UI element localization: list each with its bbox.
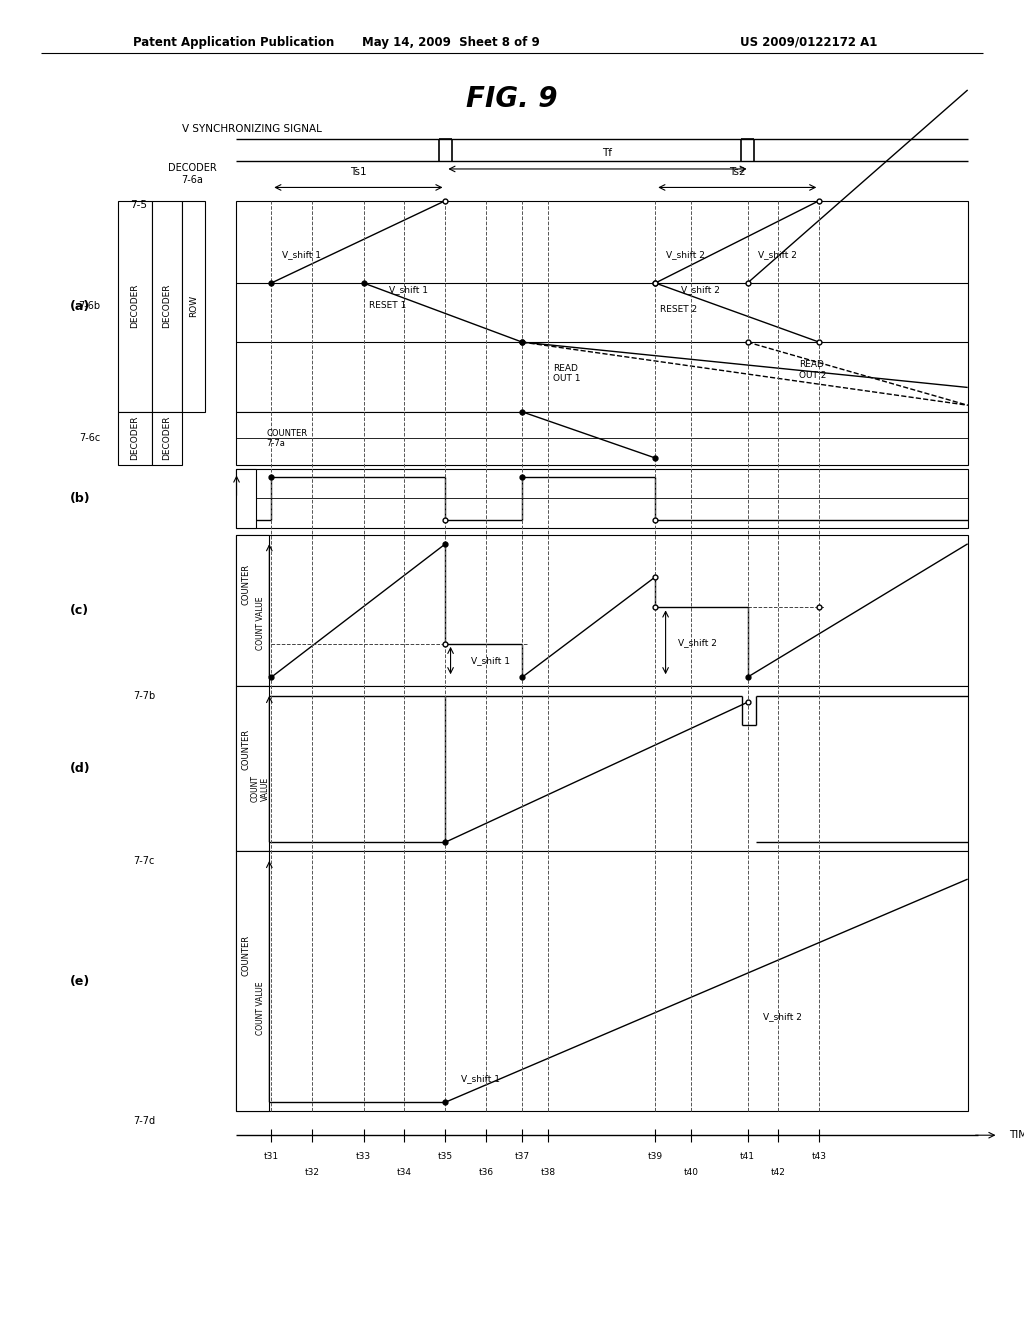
Text: t37: t37 [515,1152,529,1160]
Text: READ
OUT 1: READ OUT 1 [553,364,581,383]
Text: t42: t42 [771,1168,785,1176]
Text: 7-7b: 7-7b [133,690,156,701]
Text: ROW: ROW [189,296,198,317]
Text: DECODER: DECODER [163,284,171,329]
Text: May 14, 2009  Sheet 8 of 9: May 14, 2009 Sheet 8 of 9 [361,36,540,49]
Text: READ
OUT 2: READ OUT 2 [799,360,826,380]
Text: COUNTER: COUNTER [242,935,250,975]
Text: V_shift 2: V_shift 2 [763,1012,802,1020]
Bar [236,412,968,465]
Text: COUNT VALUE: COUNT VALUE [256,597,264,651]
Bar [236,851,269,1111]
Text: Ts1: Ts1 [350,166,367,177]
Text: RESET 1: RESET 1 [369,301,406,310]
Bar [236,469,256,528]
Bar [182,201,205,412]
Text: (e): (e) [70,975,90,987]
Text: COUNT
VALUE: COUNT VALUE [251,775,269,803]
Text: DECODER: DECODER [130,416,139,461]
Text: t33: t33 [356,1152,371,1160]
Text: V_shift 1: V_shift 1 [389,285,428,294]
Text: t38: t38 [541,1168,555,1176]
Text: V_shift 2: V_shift 2 [758,249,797,259]
Text: DECODER: DECODER [130,284,139,329]
Bar [236,686,968,851]
Text: t43: t43 [812,1152,826,1160]
Bar [236,535,968,686]
Text: (a): (a) [70,300,90,313]
Bar [236,535,269,686]
Text: t32: t32 [305,1168,319,1176]
Text: COUNTER: COUNTER [242,729,250,770]
Text: t41: t41 [740,1152,755,1160]
Text: 7-6c: 7-6c [79,433,100,444]
Text: 7-7d: 7-7d [133,1115,156,1126]
Text: t36: t36 [479,1168,494,1176]
Bar [236,469,968,528]
Text: t34: t34 [397,1168,412,1176]
Text: V_shift 2: V_shift 2 [666,249,705,259]
Text: V_shift 1: V_shift 1 [282,249,321,259]
Text: 7-6b: 7-6b [78,301,100,312]
Text: Ts2: Ts2 [729,166,745,177]
Text: t40: t40 [684,1168,698,1176]
Text: t35: t35 [438,1152,453,1160]
Bar [152,201,182,412]
Bar [118,412,152,465]
Text: DECODER: DECODER [163,416,171,461]
Text: Patent Application Publication: Patent Application Publication [133,36,335,49]
Text: (b): (b) [70,492,90,504]
Bar [236,686,269,851]
Text: TIME: TIME [1009,1130,1024,1140]
Text: V_shift 1: V_shift 1 [461,1074,500,1082]
Text: V_shift 1: V_shift 1 [471,656,510,665]
Text: US 2009/0122172 A1: US 2009/0122172 A1 [740,36,878,49]
Text: DECODER
7-6a: DECODER 7-6a [168,164,217,185]
Bar [236,201,968,412]
Bar [236,851,968,1111]
Text: COUNTER
7-7a: COUNTER 7-7a [266,429,307,447]
Text: V SYNCHRONIZING SIGNAL: V SYNCHRONIZING SIGNAL [182,124,323,135]
Text: V_shift 2: V_shift 2 [681,285,720,294]
Text: 7-5: 7-5 [130,199,146,210]
Text: t39: t39 [648,1152,663,1160]
Text: COUNT VALUE: COUNT VALUE [256,981,264,1035]
Text: RESET 2: RESET 2 [660,305,697,314]
Text: COUNTER: COUNTER [242,564,250,605]
Text: FIG. 9: FIG. 9 [466,84,558,114]
Text: (d): (d) [70,763,90,775]
Text: Tf: Tf [602,148,611,158]
Bar [118,201,152,412]
Text: t31: t31 [264,1152,279,1160]
Text: (c): (c) [71,605,89,616]
Bar [152,412,182,465]
Text: V_shift 2: V_shift 2 [678,638,717,647]
Text: 7-7c: 7-7c [133,855,155,866]
